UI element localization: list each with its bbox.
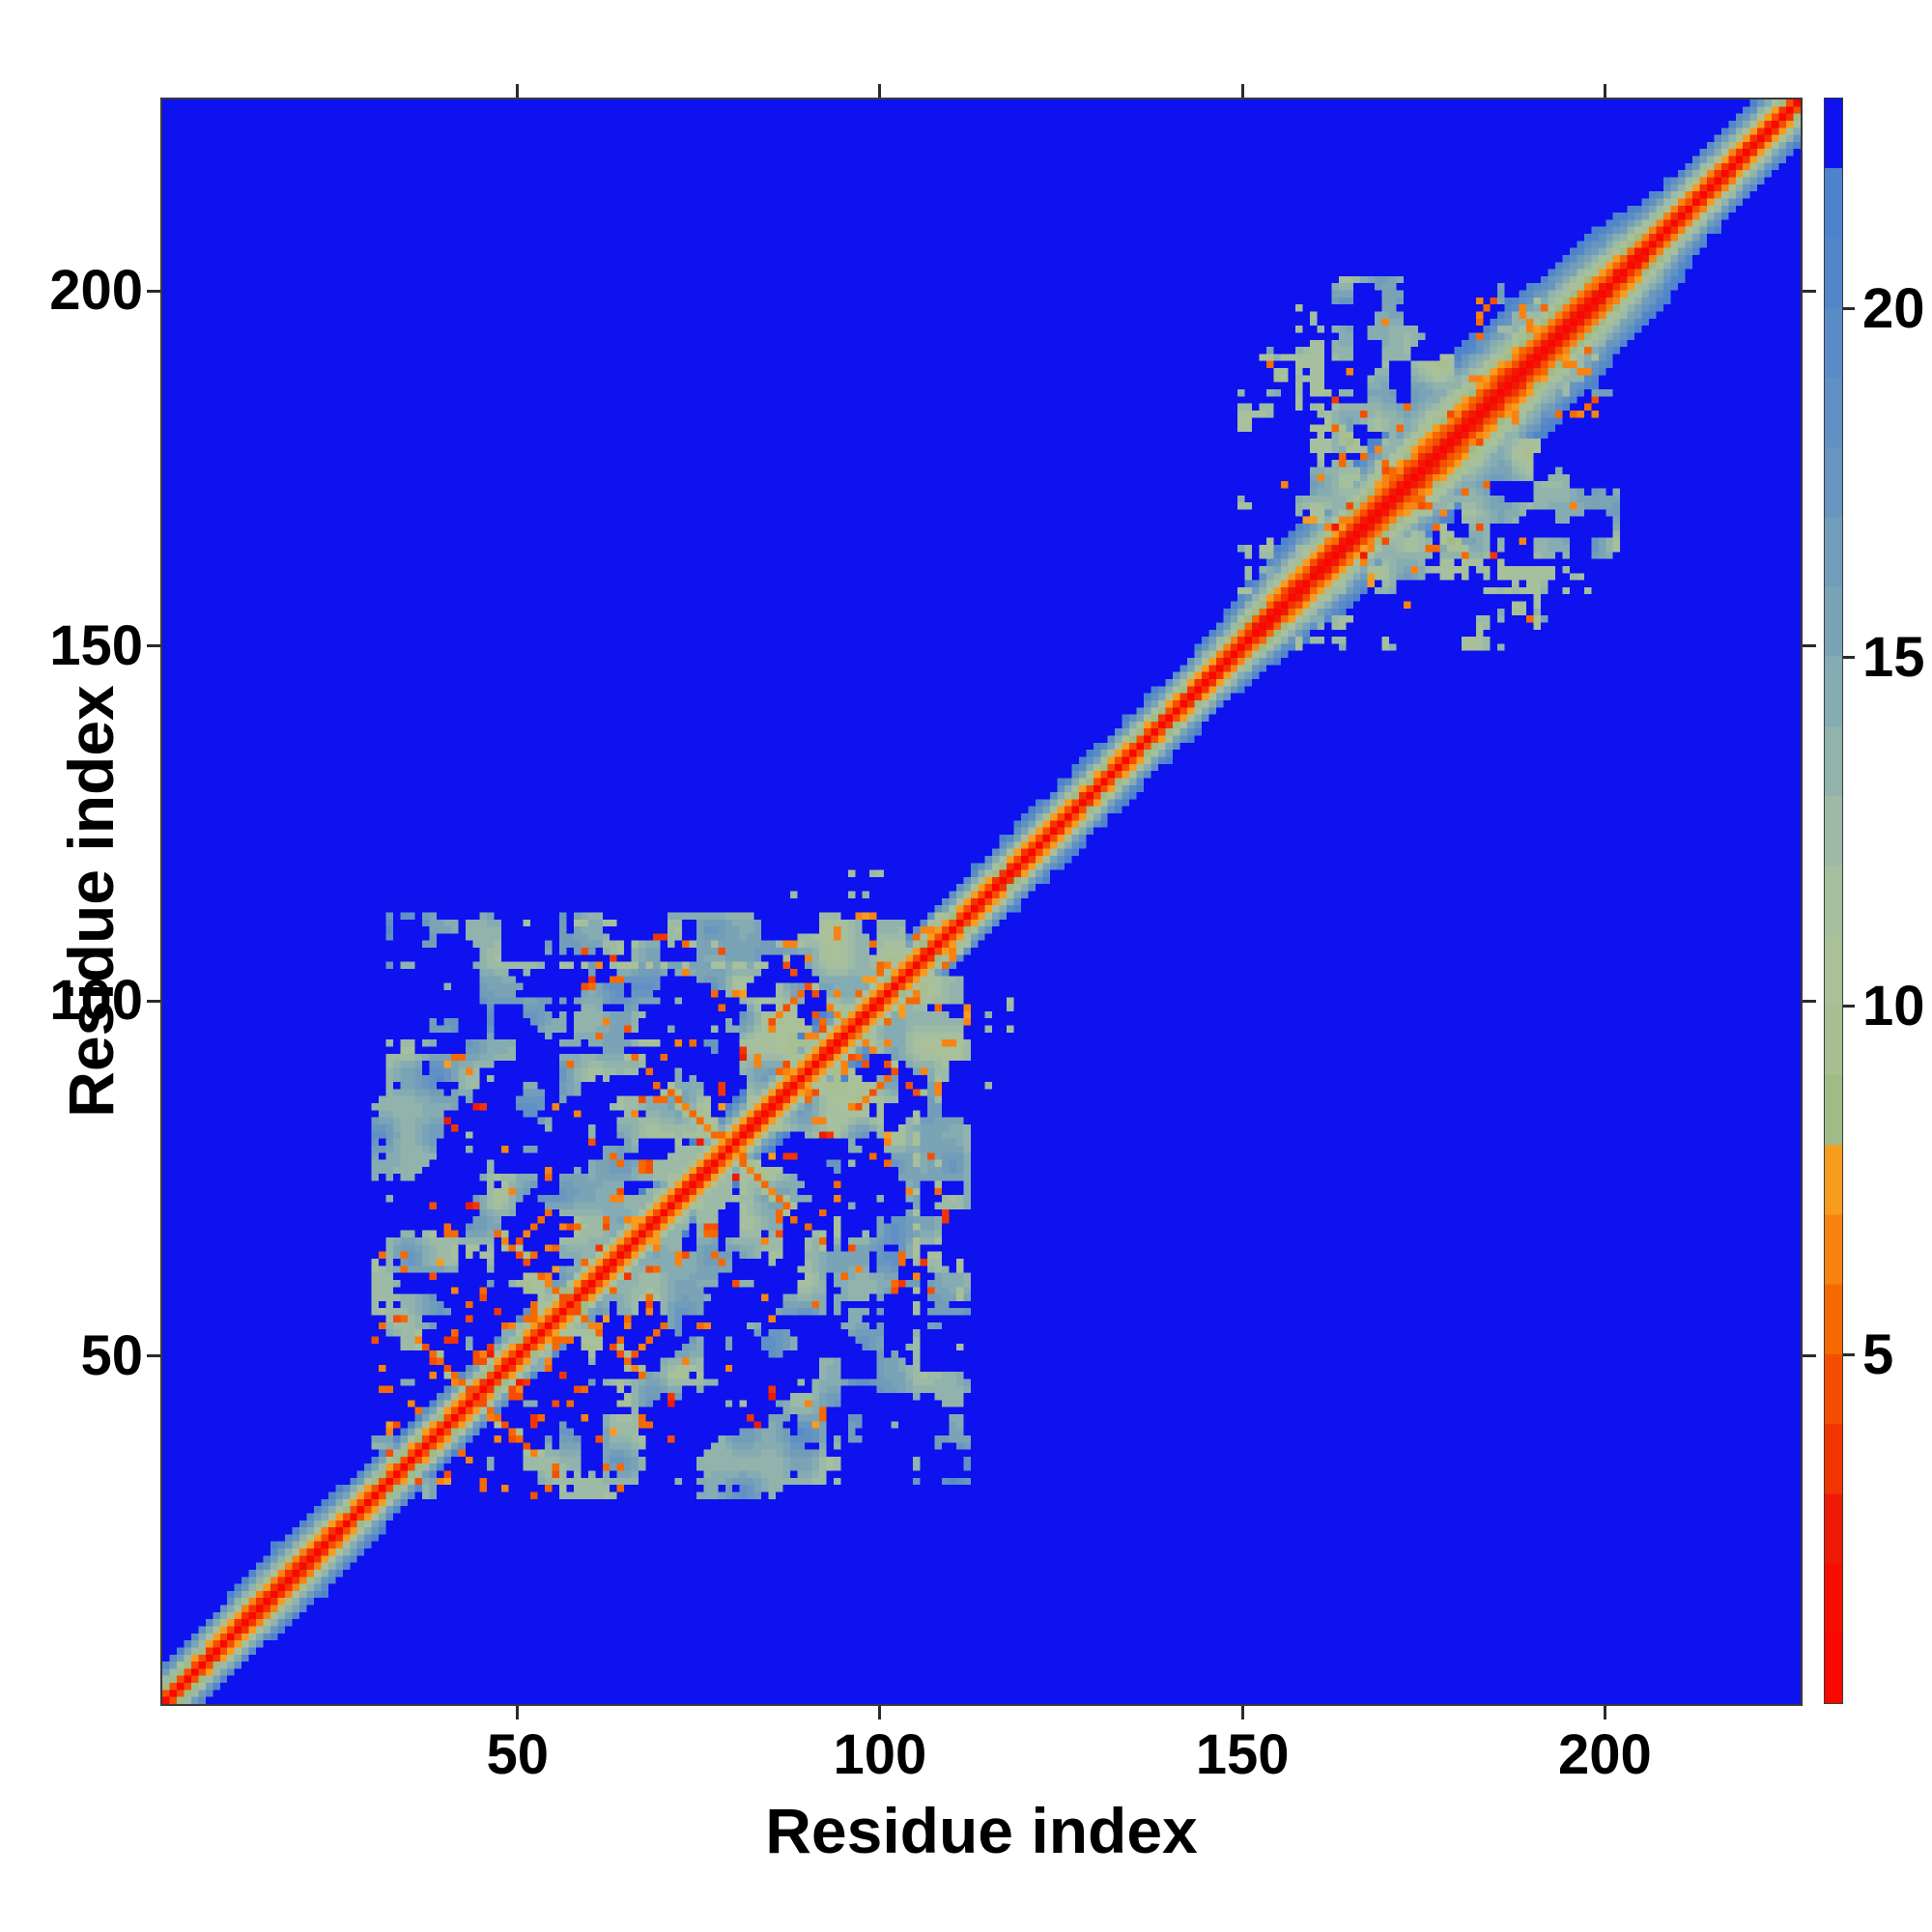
- colorbar-tick-label: 20: [1862, 276, 1925, 340]
- x-tick-label: 200: [1557, 1723, 1652, 1786]
- colorbar-tick-label: 10: [1862, 974, 1925, 1037]
- y-tick-mark: [147, 1354, 160, 1358]
- colorbar-tick-mark: [1843, 307, 1855, 311]
- x-tick-mark-top: [1603, 84, 1606, 98]
- x-tick-mark-top: [1240, 84, 1244, 98]
- x-tick-mark: [1240, 1706, 1244, 1719]
- y-axis-label: Residue index: [55, 685, 127, 1118]
- colorbar-gradient: [1825, 99, 1842, 1703]
- y-tick-mark: [147, 999, 160, 1003]
- x-tick-label: 100: [833, 1723, 927, 1786]
- y-tick-label: 150: [49, 613, 143, 677]
- y-tick-label: 50: [80, 1323, 143, 1387]
- x-tick-mark: [516, 1706, 520, 1719]
- y-tick-label: 100: [49, 969, 143, 1033]
- x-tick-label: 150: [1195, 1723, 1290, 1786]
- heatmap-plot-area: [160, 98, 1803, 1706]
- colorbar-tick-mark: [1843, 1353, 1855, 1357]
- colorbar-tick-mark: [1843, 1005, 1855, 1009]
- y-tick-mark: [147, 644, 160, 648]
- x-tick-label: 50: [486, 1723, 549, 1786]
- colorbar-tick-label: 5: [1862, 1322, 1894, 1386]
- y-tick-mark-right: [1803, 999, 1816, 1003]
- colorbar-tick-label: 15: [1862, 625, 1925, 689]
- x-axis-label: Residue index: [765, 1795, 1198, 1866]
- y-tick-mark-right: [1803, 289, 1816, 293]
- y-tick-mark-right: [1803, 644, 1816, 648]
- y-tick-mark-right: [1803, 1354, 1816, 1358]
- y-tick-mark: [147, 289, 160, 293]
- colorbar-tick-mark: [1843, 656, 1855, 660]
- distance-matrix-heatmap: [162, 99, 1801, 1704]
- x-tick-mark-top: [516, 84, 520, 98]
- colorbar: [1824, 98, 1843, 1704]
- x-tick-mark-top: [878, 84, 882, 98]
- x-tick-mark: [1603, 1706, 1606, 1719]
- x-tick-mark: [878, 1706, 882, 1719]
- y-tick-label: 200: [49, 259, 143, 323]
